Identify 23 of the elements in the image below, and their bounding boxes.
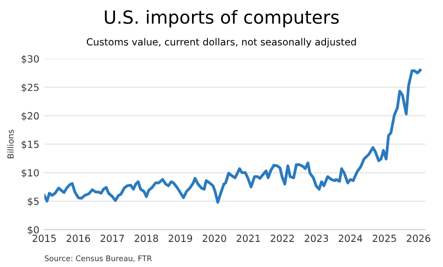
y-tick-label: $5 bbox=[28, 197, 39, 206]
x-tick-label: 2021 bbox=[236, 234, 260, 242]
x-tick-label: 2015 bbox=[32, 234, 56, 242]
x-tick-label: 2016 bbox=[66, 234, 90, 242]
chart-title: U.S. imports of computers bbox=[104, 10, 339, 28]
x-tick-label: 2019 bbox=[168, 234, 192, 242]
x-tick-label: 2017 bbox=[100, 234, 124, 242]
x-tick-label: 2023 bbox=[304, 234, 328, 242]
x-tick-label: 2020 bbox=[202, 234, 226, 242]
y-tick-label: $15 bbox=[22, 140, 39, 150]
y-tick-label: $10 bbox=[22, 168, 39, 178]
y-axis-title: Billions bbox=[7, 130, 14, 158]
x-tick-label: 2026 bbox=[406, 234, 430, 242]
x-tick-label: 2022 bbox=[270, 234, 294, 242]
x-tick-label: 2025 bbox=[372, 234, 396, 242]
y-tick-label: $30 bbox=[22, 55, 39, 64]
y-tick-label: $0 bbox=[28, 226, 39, 235]
y-tick-label: $20 bbox=[22, 112, 39, 121]
y-tick-label: $25 bbox=[22, 84, 39, 92]
x-tick-label: 2024 bbox=[338, 234, 362, 242]
chart-subtitle: Customs value, current dollars, not seasonally adjusted bbox=[86, 38, 356, 48]
line-series bbox=[44, 68, 422, 204]
x-tick-label: 2018 bbox=[134, 234, 158, 242]
